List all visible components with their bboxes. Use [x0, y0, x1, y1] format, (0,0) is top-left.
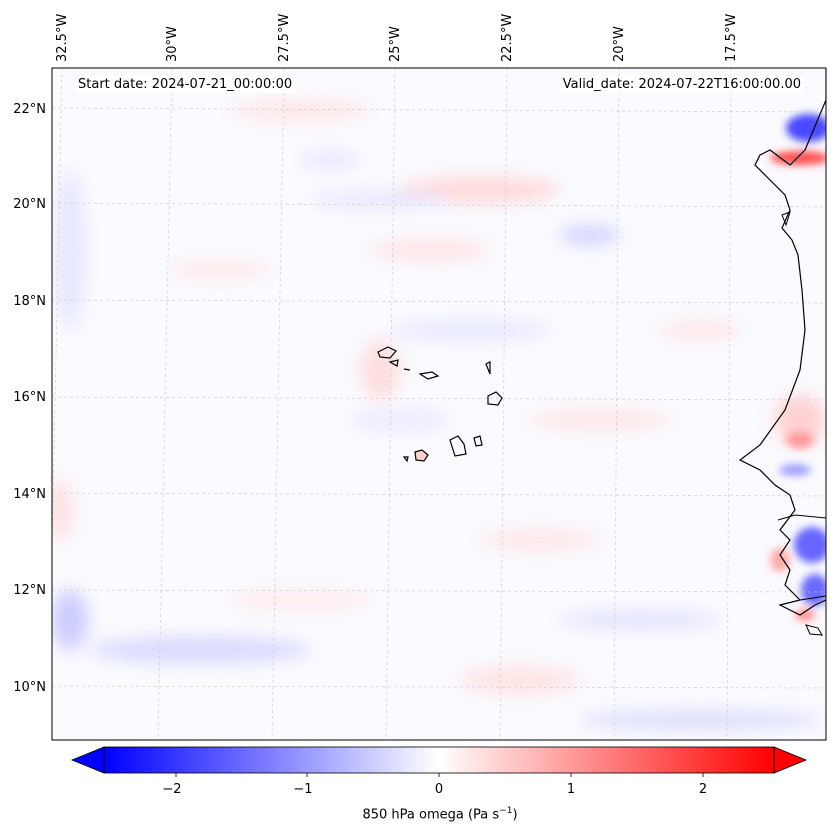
lat-labels: 22°N 20°N 18°N 16°N 14°N 12°N 10°N [13, 102, 46, 695]
valid-date-label: Valid_date: 2024-07-22T16:00:00.00 [559, 76, 804, 93]
colorbar-tick-neg1: −1 [293, 782, 312, 797]
lon-label-30w: 30°W [165, 26, 180, 62]
colorbar-tick-1: 1 [567, 782, 575, 797]
lat-label-16n: 16°N [13, 390, 46, 405]
map-frame [51, 67, 827, 741]
colorbar-tick-0: 0 [435, 782, 443, 797]
colorbar-tick-2: 2 [699, 782, 707, 797]
colorbar-label: 850 hPa omega (Pa s−1) [362, 806, 518, 823]
colorbar-extend-min [70, 746, 105, 774]
colorbar-tick-neg2: −2 [162, 782, 181, 797]
start-date-label: Start date: 2024-07-21_00:00:00 [75, 76, 296, 93]
graticule [52, 68, 826, 740]
colorbar-extend-max [773, 746, 808, 774]
cape-verde-islands [377, 346, 503, 463]
lon-label-22.5w: 22.5°W [500, 14, 515, 62]
omega-field [52, 68, 826, 740]
lat-label-14n: 14°N [13, 487, 46, 502]
lat-label-20n: 20°N [13, 197, 46, 212]
colorbar: −2 −1 0 1 2 [70, 746, 808, 797]
lon-label-17.5w: 17.5°W [724, 14, 739, 62]
lat-label-12n: 12°N [13, 583, 46, 598]
lon-labels: 32.5°W 30°W 27.5°W 25°W 22.5°W 20°W 17.5… [55, 14, 739, 62]
african-coastline [738, 68, 826, 616]
lat-label-18n: 18°N [13, 294, 46, 309]
coastline-detail [777, 211, 826, 636]
lon-label-32.5w: 32.5°W [55, 14, 70, 62]
lat-label-22n: 22°N [13, 102, 46, 117]
lat-label-10n: 10°N [13, 680, 46, 695]
lon-label-27.5w: 27.5°W [277, 14, 292, 62]
lon-label-20w: 20°W [612, 26, 627, 62]
lon-label-25w: 25°W [388, 26, 403, 62]
colorbar-gradient [104, 747, 774, 773]
